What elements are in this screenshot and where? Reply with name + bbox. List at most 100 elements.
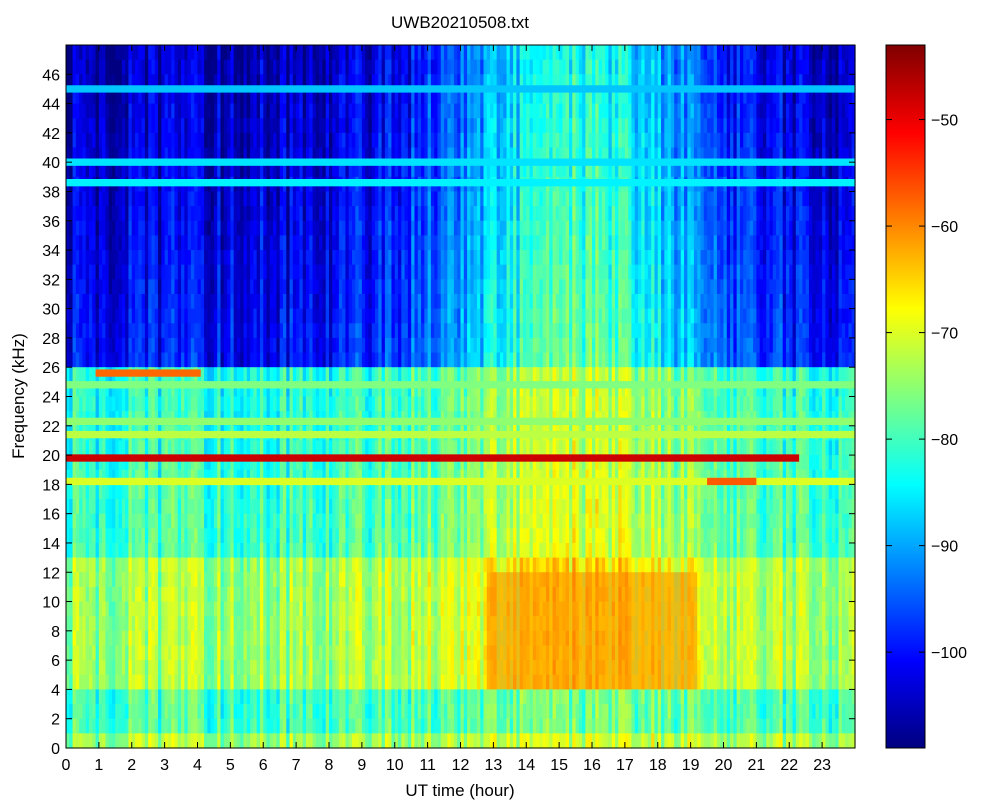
heatmap-cell bbox=[259, 45, 264, 61]
heatmap-cell bbox=[670, 118, 675, 134]
heatmap-cell bbox=[417, 147, 422, 163]
heatmap-cell bbox=[519, 74, 524, 90]
heatmap-cell bbox=[499, 162, 504, 178]
heatmap-cell bbox=[181, 59, 185, 75]
heatmap-cell bbox=[82, 118, 87, 134]
heatmap-cell bbox=[802, 118, 807, 134]
heatmap-cell bbox=[384, 103, 389, 119]
heatmap-cell bbox=[647, 147, 652, 163]
heatmap-cell bbox=[121, 88, 126, 105]
heatmap-cell bbox=[851, 147, 856, 163]
heatmap-cell bbox=[493, 162, 498, 178]
heatmap-cell bbox=[559, 132, 564, 149]
heatmap-cell bbox=[197, 45, 202, 61]
heatmap-cell bbox=[342, 118, 347, 134]
heatmap-cell bbox=[572, 88, 577, 105]
heatmap-cell bbox=[240, 88, 245, 105]
heatmap-cell bbox=[384, 88, 389, 105]
heatmap-cell bbox=[207, 45, 212, 61]
heatmap-cell bbox=[105, 74, 110, 90]
heatmap-cell bbox=[135, 88, 139, 105]
heatmap-cell bbox=[230, 118, 235, 134]
heatmap-cell bbox=[250, 132, 254, 149]
heatmap-cell bbox=[220, 74, 225, 90]
heatmap-cell bbox=[250, 103, 254, 119]
heatmap-cell bbox=[365, 162, 370, 178]
heatmap-cell bbox=[720, 103, 725, 119]
heatmap-cell bbox=[128, 118, 133, 134]
heatmap-cell bbox=[204, 88, 208, 105]
heatmap-cell bbox=[230, 147, 235, 163]
heatmap-cell bbox=[227, 118, 231, 134]
heatmap-cell bbox=[404, 162, 409, 178]
heatmap-cell bbox=[269, 103, 274, 119]
heatmap-cell bbox=[315, 45, 320, 61]
heatmap-cell bbox=[720, 74, 725, 90]
heatmap-cell bbox=[450, 191, 455, 207]
heatmap-cell bbox=[730, 103, 734, 119]
heatmap-cell bbox=[848, 147, 853, 163]
heatmap-cell bbox=[197, 132, 202, 149]
heatmap-cell bbox=[404, 88, 409, 105]
heatmap-cell bbox=[141, 162, 146, 178]
heatmap-cell bbox=[447, 132, 452, 149]
heatmap-cell bbox=[365, 103, 370, 119]
heatmap-cell bbox=[522, 162, 527, 178]
heatmap-cell bbox=[112, 118, 116, 134]
heatmap-cell bbox=[598, 59, 603, 75]
heatmap-cell bbox=[710, 59, 715, 75]
heatmap-cell bbox=[519, 118, 524, 134]
heatmap-cell bbox=[89, 162, 93, 178]
heatmap-cell bbox=[102, 147, 107, 163]
heatmap-cell bbox=[657, 59, 662, 75]
heatmap-cell bbox=[230, 191, 235, 207]
heatmap-cell bbox=[161, 118, 166, 134]
heatmap-cell bbox=[259, 103, 264, 119]
heatmap-cell bbox=[799, 132, 803, 149]
heatmap-cell bbox=[427, 118, 432, 134]
heatmap-cell bbox=[575, 45, 580, 61]
heatmap-cell bbox=[171, 162, 176, 178]
heatmap-cell bbox=[273, 147, 277, 163]
heatmap-cell bbox=[92, 74, 97, 90]
heatmap-cell bbox=[138, 74, 143, 90]
heatmap-cell bbox=[555, 118, 560, 134]
heatmap-cell bbox=[161, 191, 166, 207]
heatmap-cell bbox=[588, 103, 593, 119]
heatmap-cell bbox=[69, 103, 74, 119]
heatmap-cell bbox=[411, 147, 416, 163]
heatmap-cell bbox=[555, 147, 560, 163]
heatmap-cell bbox=[141, 103, 146, 119]
heatmap-cell bbox=[223, 45, 228, 61]
heatmap-cell bbox=[503, 103, 508, 119]
heatmap-cell bbox=[756, 147, 761, 163]
heatmap-cell bbox=[401, 191, 406, 207]
heatmap-cell bbox=[204, 191, 208, 207]
heatmap-cell bbox=[381, 45, 386, 61]
heatmap-cell bbox=[398, 132, 402, 149]
heatmap-cell bbox=[529, 45, 534, 61]
heatmap-cell bbox=[217, 162, 222, 178]
heatmap-cell bbox=[312, 103, 317, 119]
heatmap-cell bbox=[585, 88, 590, 105]
heatmap-cell bbox=[661, 118, 665, 134]
heatmap-cell bbox=[345, 147, 350, 163]
heatmap-cell bbox=[381, 88, 386, 105]
heatmap-cell bbox=[401, 118, 406, 134]
heatmap-cell bbox=[779, 147, 784, 163]
heatmap-cell bbox=[539, 74, 544, 90]
heatmap-cell bbox=[421, 162, 425, 178]
heatmap-cell bbox=[151, 132, 156, 149]
heatmap-cell bbox=[342, 147, 347, 163]
heatmap-cell bbox=[674, 103, 679, 119]
heatmap-cell bbox=[552, 147, 557, 163]
heatmap-cell bbox=[266, 45, 271, 61]
heatmap-cell bbox=[549, 45, 554, 61]
heatmap-cell bbox=[194, 147, 199, 163]
heatmap-cell bbox=[476, 132, 481, 149]
heatmap-cell bbox=[467, 88, 471, 105]
heatmap-cell bbox=[210, 191, 215, 207]
heatmap-cell bbox=[799, 45, 803, 61]
heatmap-cell bbox=[338, 132, 343, 149]
heatmap-cell bbox=[444, 132, 448, 149]
